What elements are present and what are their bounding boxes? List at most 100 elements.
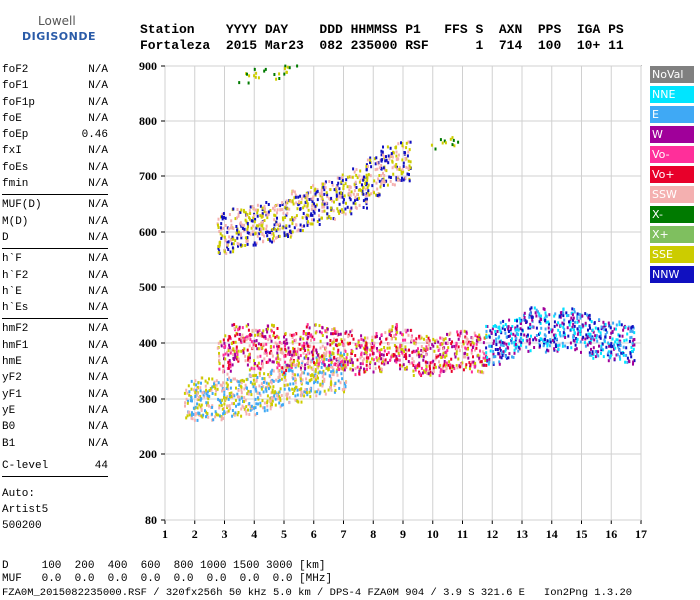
echo-point: [350, 175, 353, 179]
echo-point: [440, 368, 443, 372]
param-name: B0: [2, 421, 16, 434]
echo-point: [221, 215, 223, 219]
echo-point: [308, 351, 311, 355]
echo-point: [255, 71, 258, 75]
echo-point: [358, 372, 361, 376]
param-row: fmin N/A: [2, 176, 108, 192]
echo-point: [414, 342, 417, 346]
echo-point: [352, 167, 355, 171]
echo-point: [314, 390, 317, 394]
echo-point: [403, 151, 406, 154]
echo-point: [302, 206, 305, 210]
echo-point: [239, 210, 242, 214]
echo-point: [329, 343, 332, 347]
echo-point: [476, 339, 479, 343]
echo-point: [303, 344, 306, 348]
echo-point: [234, 411, 237, 415]
echo-point: [338, 362, 341, 366]
echo-point: [298, 200, 301, 204]
echo-point: [452, 138, 455, 142]
echo-point: [611, 337, 614, 341]
echo-point: [587, 314, 590, 318]
echo-point: [365, 200, 368, 204]
x-tick-label: 4: [251, 527, 257, 541]
echo-point: [498, 335, 501, 339]
echo-point: [581, 314, 584, 318]
echo-point: [235, 231, 238, 235]
echo-point: [241, 223, 244, 227]
echo-point: [538, 339, 541, 343]
echo-point: [291, 355, 294, 359]
echo-point: [382, 353, 385, 357]
echo-point: [296, 388, 299, 392]
echo-point: [587, 328, 589, 332]
echo-point: [282, 218, 285, 222]
echo-point: [405, 330, 408, 334]
echo-point: [591, 352, 594, 356]
echo-point: [218, 351, 220, 355]
echo-point: [403, 350, 406, 353]
echo-point: [331, 332, 334, 336]
echo-point: [328, 354, 331, 358]
echo-point: [255, 373, 258, 377]
echo-point: [331, 181, 334, 184]
echo-point: [293, 218, 296, 221]
echo-point: [235, 225, 238, 228]
param-name: hmF1: [2, 339, 29, 352]
echo-point: [225, 387, 228, 390]
echo-point: [218, 230, 221, 233]
echo-point: [256, 203, 259, 207]
echo-point: [194, 379, 197, 383]
echo-point: [280, 394, 283, 397]
echo-point: [264, 336, 267, 340]
echo-point: [236, 228, 239, 232]
echo-point: [275, 357, 278, 361]
echo-point: [544, 311, 547, 315]
echo-point: [233, 402, 235, 406]
echo-point: [254, 413, 257, 417]
echo-point: [223, 395, 225, 399]
param-value: N/A: [88, 145, 108, 158]
echo-point: [278, 401, 281, 405]
legend-item-nne: NNE: [650, 86, 694, 103]
echo-point: [329, 188, 332, 192]
echo-point: [534, 311, 537, 315]
echo-point: [237, 359, 240, 363]
echo-point: [276, 208, 279, 212]
echo-point: [433, 339, 436, 343]
echo-point: [456, 366, 459, 370]
param-value: N/A: [88, 388, 108, 401]
echo-point: [505, 342, 508, 346]
echo-point: [311, 373, 314, 377]
legend-item-noval: NoVal: [650, 66, 694, 83]
echo-point: [304, 363, 307, 367]
echo-point: [428, 364, 431, 368]
echo-point: [265, 342, 268, 346]
echo-point: [390, 153, 392, 157]
echo-point: [366, 346, 369, 350]
echo-point: [458, 334, 461, 338]
echo-point: [254, 406, 257, 410]
echo-point: [398, 358, 401, 362]
echo-point: [330, 332, 333, 336]
echo-point: [409, 140, 412, 144]
echo-point: [548, 313, 551, 317]
echo-point: [340, 191, 343, 195]
echo-point: [302, 194, 305, 198]
echo-point: [563, 327, 566, 331]
echo-point: [579, 326, 582, 330]
echo-point: [397, 178, 400, 182]
echo-point: [588, 324, 591, 328]
echo-point: [395, 154, 398, 158]
echo-point: [238, 402, 241, 406]
echo-point: [364, 347, 367, 351]
param-value: N/A: [88, 404, 108, 417]
echo-point: [533, 306, 536, 310]
echo-point: [381, 150, 384, 154]
param-row: foE N/A: [2, 111, 108, 127]
echo-point: [630, 355, 633, 359]
echo-point: [454, 355, 457, 359]
echo-point: [338, 202, 341, 206]
echo-point: [263, 406, 266, 410]
echo-point: [222, 338, 225, 342]
